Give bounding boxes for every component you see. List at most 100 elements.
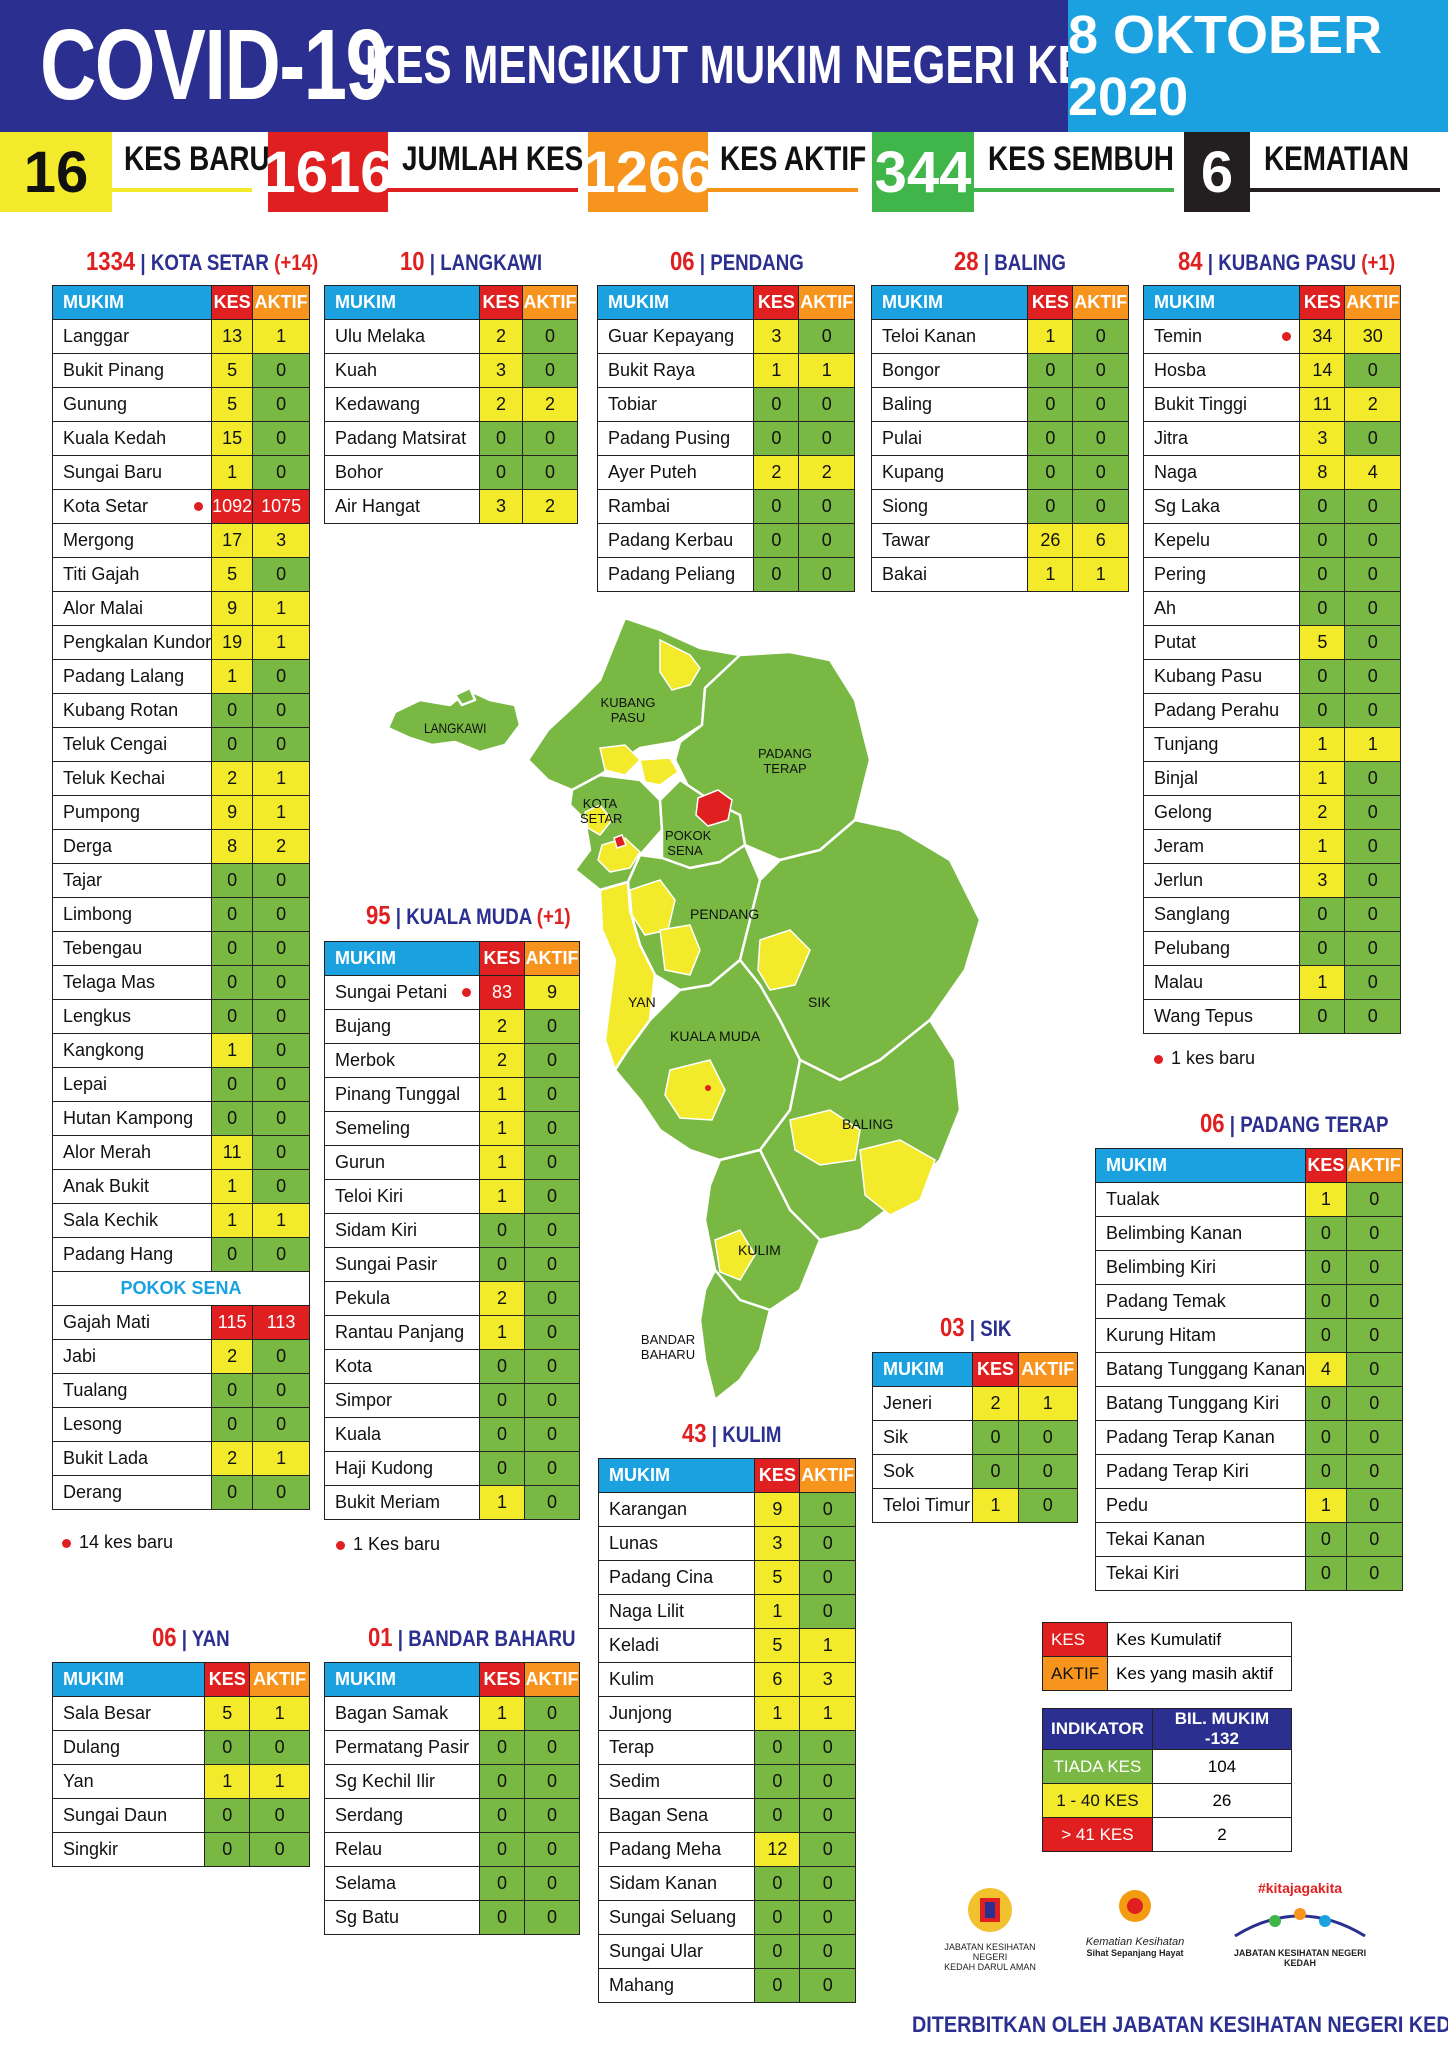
mukim-name: Hutan Kampong bbox=[51, 1101, 213, 1136]
aktif-value: 113 bbox=[252, 1305, 310, 1340]
table-row: Sidam Kiri 0 0 bbox=[323, 1213, 581, 1248]
mukim-name: Limbong bbox=[51, 897, 213, 932]
aktif-value: 0 bbox=[1344, 421, 1401, 456]
kes-value: 0 bbox=[479, 1866, 525, 1901]
mukim-name: Pinang Tunggal bbox=[323, 1077, 481, 1112]
indikator-value: 2 bbox=[1151, 1817, 1293, 1852]
mukim-name: Wang Tepus bbox=[1142, 999, 1301, 1034]
aktif-value: 0 bbox=[1345, 1386, 1404, 1421]
kes-value: 5 bbox=[211, 353, 254, 388]
table-row: Relau 0 0 bbox=[323, 1832, 581, 1867]
aktif-value: 0 bbox=[1344, 693, 1401, 728]
col-header-mukim: MUKIM bbox=[870, 285, 1029, 320]
kes-value: 0 bbox=[753, 387, 800, 422]
kes-value: 0 bbox=[1305, 1284, 1347, 1319]
legend-aktif: AKTIF bbox=[1041, 1656, 1109, 1691]
mukim-name: Sok bbox=[871, 1454, 974, 1489]
aktif-value: 0 bbox=[252, 1169, 310, 1204]
kes-value: 0 bbox=[211, 1475, 254, 1510]
col-header-kes: KES bbox=[204, 1662, 251, 1697]
aktif-value: 1 bbox=[799, 1628, 856, 1663]
aktif-value: 1075 bbox=[252, 489, 310, 524]
table-row: Gajah Mati 115 113 bbox=[51, 1305, 310, 1340]
red-dot-icon bbox=[62, 1538, 71, 1548]
table-row: Padang Terap Kanan 0 0 bbox=[1094, 1420, 1404, 1455]
kes-value: 1 bbox=[1299, 761, 1346, 796]
stat-label: JUMLAH KES bbox=[402, 140, 584, 178]
stat-recovered: 344 KES SEMBUH bbox=[872, 132, 1182, 212]
col-header-kes: KES bbox=[1299, 285, 1346, 320]
kes-value: 0 bbox=[479, 1764, 525, 1799]
aktif-value: 0 bbox=[799, 1560, 856, 1595]
table-row: Telaga Mas 0 0 bbox=[51, 965, 310, 1000]
table-yan: MUKIM KES AKTIF Sala Besar 5 1 Dulang 0 0 Yan 1 1 Su… bbox=[51, 1662, 310, 1867]
col-header-kes: KES bbox=[972, 1352, 1019, 1387]
kes-value: 0 bbox=[1299, 931, 1346, 966]
mukim-name: Anak Bukit bbox=[51, 1169, 213, 1204]
table-row: Selama 0 0 bbox=[323, 1866, 581, 1901]
table-row: Lengkus 0 0 bbox=[51, 999, 310, 1034]
title-bandar-baharu: 01 | BANDAR BAHARU bbox=[368, 1622, 576, 1652]
stat-label: KES SEMBUH bbox=[988, 140, 1174, 178]
stat-value: 344 bbox=[872, 132, 974, 212]
kes-value: 0 bbox=[754, 1900, 801, 1935]
table-row: Belimbing Kanan 0 0 bbox=[1094, 1216, 1404, 1251]
table-row: Padang Hang 0 0 bbox=[51, 1237, 310, 1272]
stat-value: 16 bbox=[0, 132, 112, 212]
table-row: Keladi 5 1 bbox=[597, 1628, 856, 1663]
stat-deaths: 6 KEMATIAN bbox=[1184, 132, 1448, 212]
table-row: Sidam Kanan 0 0 bbox=[597, 1866, 856, 1901]
table-row: Teluk Cengai 0 0 bbox=[51, 727, 310, 762]
mukim-name: Baling bbox=[870, 387, 1029, 422]
table-row: Derga 8 2 bbox=[51, 829, 310, 864]
aktif-value: 0 bbox=[523, 1696, 581, 1731]
mukim-name: Bukit Lada bbox=[51, 1441, 213, 1476]
table-row: Batang Tunggang Kanan 4 0 bbox=[1094, 1352, 1404, 1387]
aktif-value: 0 bbox=[523, 1213, 581, 1248]
aktif-value: 0 bbox=[799, 1730, 856, 1765]
mukim-name: Lengkus bbox=[51, 999, 213, 1034]
mukim-name: Sg Kechil Ilir bbox=[323, 1764, 481, 1799]
mukim-name: Gunung bbox=[51, 387, 213, 422]
col-header-kes: KES bbox=[479, 941, 525, 976]
kes-value: 0 bbox=[1305, 1386, 1347, 1421]
kes-value: 3 bbox=[479, 353, 523, 388]
aktif-value: 0 bbox=[1344, 863, 1401, 898]
aktif-value: 0 bbox=[799, 1492, 856, 1527]
table-row: Sedim 0 0 bbox=[597, 1764, 856, 1799]
kes-value: 5 bbox=[754, 1560, 801, 1595]
mukim-name: Padang Temak bbox=[1094, 1284, 1307, 1319]
mukim-name: Bohor bbox=[323, 455, 481, 490]
table-baling: MUKIM KES AKTIF Teloi Kanan 1 0 Bongor 0 0 Baling… bbox=[870, 285, 1129, 592]
kes-value: 2 bbox=[479, 387, 523, 422]
aktif-value: 0 bbox=[1345, 1250, 1404, 1285]
mukim-name: Dulang bbox=[51, 1730, 206, 1765]
table-row: Tobiar 0 0 bbox=[596, 387, 855, 422]
kes-value: 1 bbox=[1299, 829, 1346, 864]
kes-value: 0 bbox=[211, 1101, 254, 1136]
mukim-name: Bukit Tinggi bbox=[1142, 387, 1301, 422]
table-row: Rambai 0 0 bbox=[596, 489, 855, 524]
kes-value: 0 bbox=[754, 1798, 801, 1833]
map-label-kubang-pasu: KUBANG PASU bbox=[600, 695, 656, 725]
mukim-name: Siong bbox=[870, 489, 1029, 524]
mukim-name: Teluk Cengai bbox=[51, 727, 213, 762]
aktif-value: 0 bbox=[523, 1798, 581, 1833]
mukim-name: Tualang bbox=[51, 1373, 213, 1408]
aktif-value: 0 bbox=[521, 353, 579, 388]
table-row: Ah 0 0 bbox=[1142, 591, 1401, 626]
kes-value: 0 bbox=[479, 1832, 525, 1867]
table-kubang-pasu: MUKIM KES AKTIF Temin 34 30 Hosba 14 0 Bukit Ting… bbox=[1142, 285, 1401, 1034]
table-row: Kurung Hitam 0 0 bbox=[1094, 1318, 1404, 1353]
map-label-kulim: KULIM bbox=[738, 1242, 781, 1258]
table-row: Kedawang 2 2 bbox=[323, 387, 579, 422]
map-label-pokok-sena: POKOK SENA bbox=[665, 828, 712, 858]
aktif-value: 0 bbox=[523, 1866, 581, 1901]
mukim-name: Batang Tunggang Kiri bbox=[1094, 1386, 1307, 1421]
table-row: Pumpong 9 1 bbox=[51, 795, 310, 830]
kes-value: 5 bbox=[754, 1628, 801, 1663]
aktif-value: 0 bbox=[1072, 455, 1129, 490]
col-header-aktif: AKTIF bbox=[523, 941, 581, 976]
table-row: Ulu Melaka 2 0 bbox=[323, 319, 579, 354]
table-row: Gunung 5 0 bbox=[51, 387, 310, 422]
